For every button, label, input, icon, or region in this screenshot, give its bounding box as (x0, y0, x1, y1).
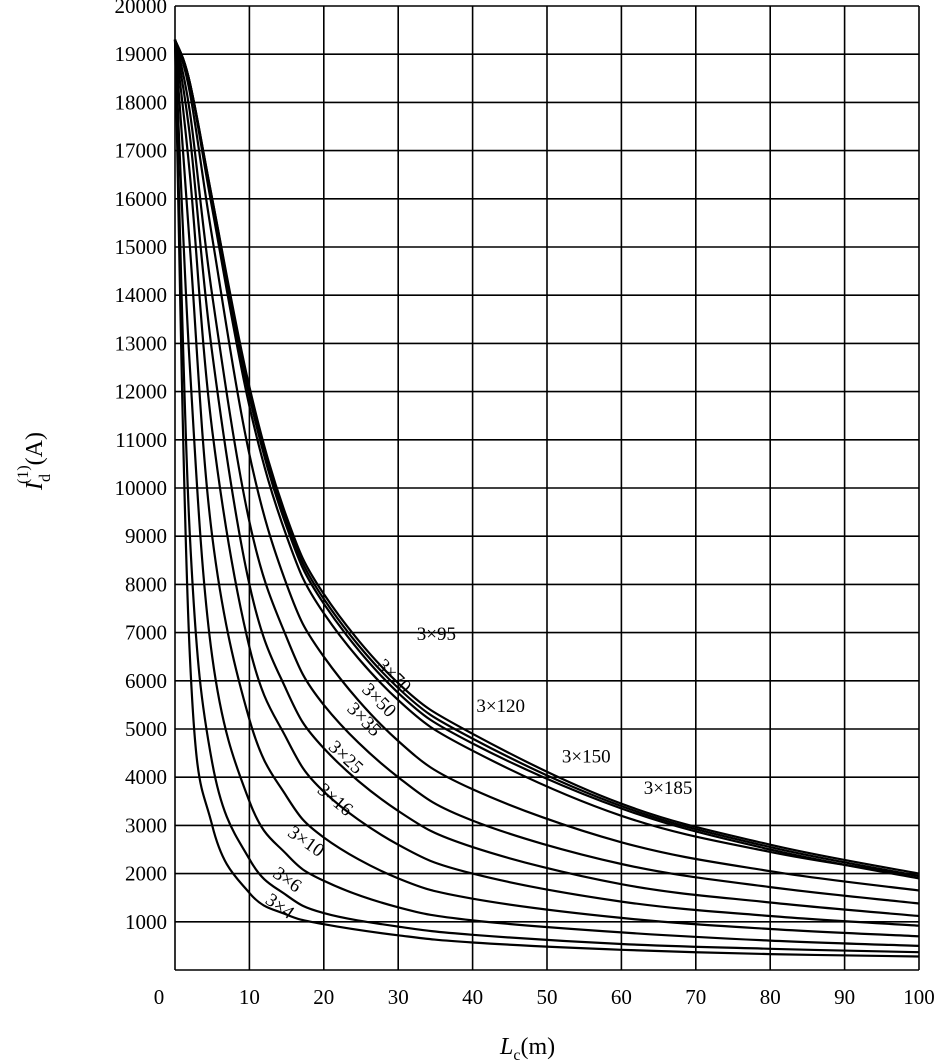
curves (173, 39, 920, 958)
x-tick-label: 90 (834, 985, 855, 1009)
x-tick-label: 0 (154, 985, 165, 1009)
y-tick-label: 7000 (125, 621, 167, 645)
series-line (173, 39, 920, 875)
x-axis-label: Lc(m) (499, 1034, 555, 1064)
x-tick-labels: 0 10 20 30 40 50 60 70 80 90 100 (154, 985, 934, 1009)
x-tick-label: 20 (313, 985, 334, 1009)
x-tick-label: 10 (239, 985, 260, 1009)
y-tick-label: 1000 (125, 910, 167, 934)
y-tick-label: 11000 (115, 428, 167, 452)
y-tick-label: 20000 (115, 0, 168, 18)
series-line (173, 39, 920, 905)
x-tick-label: 40 (462, 985, 483, 1009)
grid (174, 5, 920, 971)
x-tick-label: 60 (611, 985, 632, 1009)
series-line (173, 39, 920, 927)
curve-label: 3×150 (562, 747, 611, 768)
x-tick-label: 100 (903, 985, 934, 1009)
y-tick-label: 17000 (115, 139, 168, 163)
y-tick-label: 14000 (115, 283, 168, 307)
y-tick-label: 18000 (115, 90, 168, 114)
curve-label: 3×120 (476, 696, 525, 717)
x-tick-label: 30 (388, 985, 409, 1009)
curve-label: 3×10 (284, 822, 328, 862)
y-tick-labels: 1000 2000 3000 4000 5000 6000 7000 8000 9000 1000… (115, 0, 168, 934)
y-tick-label: 2000 (125, 862, 167, 886)
series-line (173, 39, 920, 938)
series-line (173, 39, 920, 918)
curve-label: 3×185 (644, 778, 693, 799)
y-tick-label: 6000 (125, 669, 167, 693)
y-tick-label: 5000 (125, 717, 167, 741)
y-tick-label: 10000 (115, 476, 168, 500)
curve-labels: 3×43×63×103×163×253×353×503×703×953×1203… (261, 624, 692, 924)
curve-label: 3×25 (324, 737, 367, 779)
y-tick-label: 13000 (115, 331, 168, 355)
series-line (173, 39, 920, 892)
y-tick-label: 8000 (125, 572, 167, 596)
y-tick-label: 16000 (115, 187, 168, 211)
y-tick-label: 15000 (115, 235, 168, 259)
y-tick-label: 9000 (125, 524, 167, 548)
y-tick-label: 4000 (125, 765, 167, 789)
y-tick-label: 12000 (115, 380, 168, 404)
curve-label: 3×95 (417, 624, 456, 645)
y-tick-label: 19000 (115, 42, 168, 66)
y-axis-label: Id(1)(A) (15, 432, 54, 491)
x-tick-label: 70 (685, 985, 706, 1009)
series-line (173, 39, 920, 947)
x-tick-label: 80 (760, 985, 781, 1009)
y-tick-label: 3000 (125, 813, 167, 837)
x-tick-label: 50 (537, 985, 558, 1009)
series-line (173, 39, 920, 954)
series-line (173, 39, 920, 958)
